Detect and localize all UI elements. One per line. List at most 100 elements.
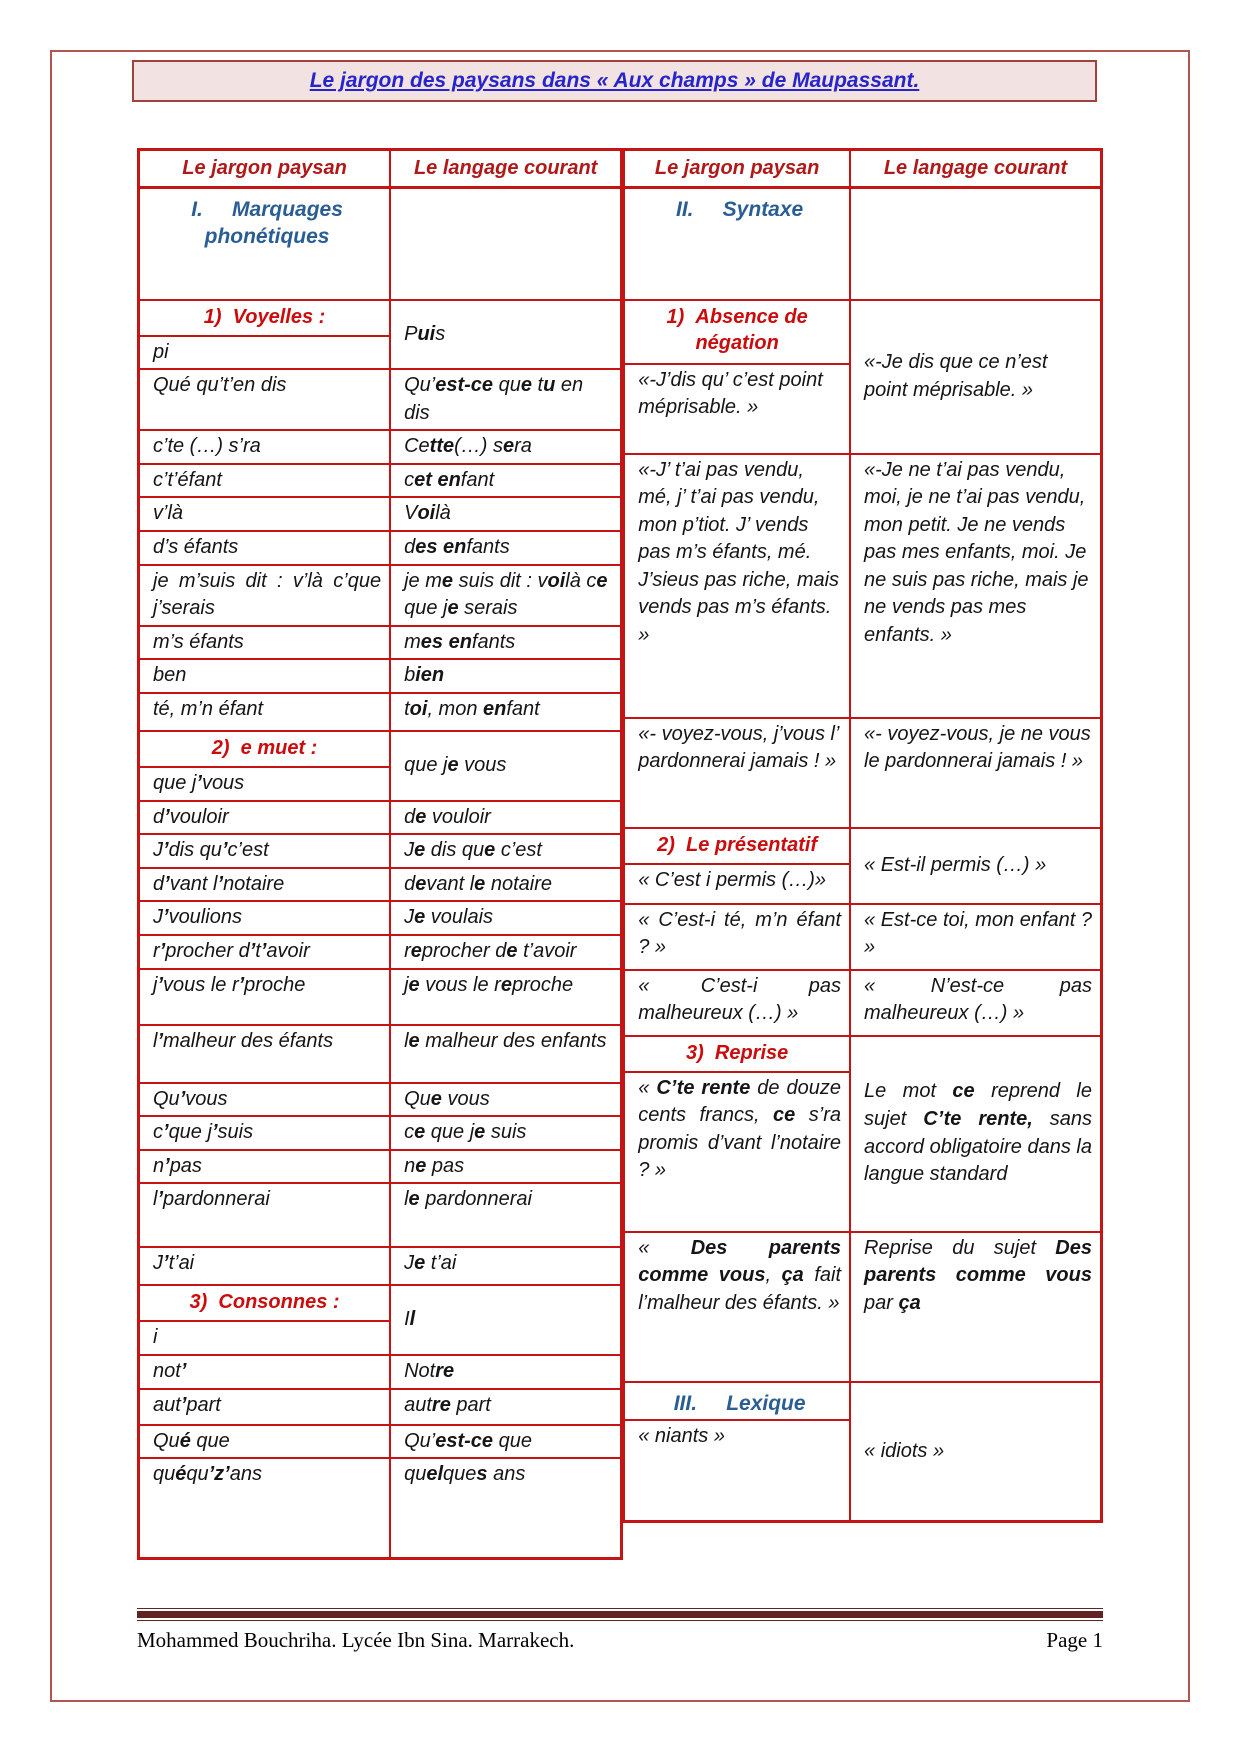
cell-courant: Voilà (389, 496, 623, 533)
cell-courant: «- voyez-vous, je ne vous le pardonnerai… (849, 716, 1103, 829)
table-row: 2) e muet : que je vous (137, 730, 623, 802)
cell-jargon: d’vant l’notaire (137, 866, 392, 903)
cell-courant: reprocher de t’avoir (389, 934, 623, 970)
cell-courant: Puis (389, 298, 623, 371)
table-row: c’que j’suis ce que je suis (137, 1115, 623, 1151)
footer-page-number: Page 1 (1046, 1628, 1103, 1652)
footer-rule-thin-top (137, 1608, 1103, 1609)
cell-jargon: « Des parents comme vous, ça fait l’malh… (623, 1230, 852, 1383)
cell-courant: Je dis que c’est (389, 833, 623, 869)
table-row: « C’est-i té, m’n éfant ? » « Est-ce toi,… (623, 902, 1103, 971)
footer-author: Mohammed Bouchriha. Lycée Ibn Sina. Marr… (137, 1628, 575, 1652)
cell-courant: «-Je ne t’ai pas vendu, moi, je ne t’ai … (849, 452, 1103, 719)
table-row: 2) Le présentatif « Est-il permis (…) » (623, 826, 1103, 905)
col-header-courant: Le langage courant (389, 148, 623, 189)
cell-jargon: c’t’éfant (137, 462, 392, 499)
cell-jargon: Qué que (137, 1423, 392, 1460)
section-absence-negation: 1) Absence de négation (623, 298, 852, 365)
footer-rule-thin-bottom (137, 1620, 1103, 1621)
table-row: quéqu’z’ans quelques ans (137, 1457, 623, 1560)
table-row: III. Lexique « idiots » (623, 1380, 1103, 1523)
table-row: « C’te rente de douze cents francs, ce s… (623, 1070, 1101, 1233)
cell-jargon: « C’est-i té, m’n éfant ? » (623, 902, 852, 971)
cell-courant: «-Je dis que ce n’est point méprisable. … (849, 298, 1103, 455)
cell-jargon: r’procher d’t’avoir (137, 934, 392, 970)
comparison-tables: Le jargon paysan Le langage courant I. Mar… (137, 148, 1103, 1560)
cell-courant: Il (389, 1284, 623, 1356)
table-row: « niants » (623, 1418, 1101, 1523)
cell-jargon: Qué qu’t’en dis (137, 368, 392, 432)
cell-courant: je vous le reproche (389, 967, 623, 1026)
table-row: c’t’éfant cet enfant (137, 462, 623, 499)
cell-jargon: aut’part (137, 1387, 392, 1426)
cell-jargon: «-J’dis qu’ c’est point méprisable. » (623, 362, 852, 455)
section-marquages-phonetiques: I. Marquages phonétiques (137, 186, 392, 301)
table-row: aut’part autre part (137, 1387, 623, 1426)
table-row: « C’est-i pas malheureux (…) » « N’est-ce… (623, 968, 1103, 1037)
table-row: v’là Voilà (137, 496, 623, 533)
cell-courant: Notre (389, 1353, 623, 1390)
empty-cell (389, 186, 623, 301)
table-row: n’pas ne pas (137, 1148, 623, 1185)
table-row: not’ Notre (137, 1353, 623, 1390)
table-row: d’vouloir de vouloir (137, 799, 623, 836)
table-row: pi (137, 334, 622, 371)
section-presentatif: 2) Le présentatif (623, 826, 852, 865)
cell-jargon: quéqu’z’ans (137, 1457, 392, 1560)
cell-jargon: J’t’ai (137, 1246, 392, 1287)
cell-jargon: ben (137, 658, 392, 695)
cell-jargon: Qu’vous (137, 1081, 392, 1118)
cell-courant: « idiots » (849, 1380, 1103, 1523)
table-row: « C’est i permis (…)» (623, 862, 1101, 905)
cell-jargon: c’te (…) s’ra (137, 429, 392, 465)
col-header-courant: Le langage courant (849, 148, 1103, 189)
cell-jargon: «-J’ t’ai pas vendu, mé, j’ t’ai pas ven… (623, 452, 852, 719)
table-row: «- voyez-vous, j’vous l’ pardonnerai jam… (623, 716, 1103, 829)
cell-courant: « Est-il permis (…) » (849, 826, 1103, 905)
cell-courant: « Est-ce toi, mon enfant ? » (849, 902, 1103, 971)
cell-courant: devant le notaire (389, 866, 623, 903)
table-row: J’t’ai Je t’ai (137, 1246, 623, 1287)
cell-courant: Le mot ce reprend le sujet C’te rente, s… (849, 1034, 1103, 1233)
table-row: i (137, 1320, 622, 1356)
cell-jargon: d’vouloir (137, 799, 392, 836)
cell-courant: Qu’est-ce que (389, 1423, 623, 1460)
table-row: Qu’vous Que vous (137, 1081, 623, 1118)
table-row: ben bien (137, 658, 623, 695)
col-header-jargon: Le jargon paysan (137, 148, 392, 189)
cell-courant: ne pas (389, 1148, 623, 1185)
cell-jargon: c’que j’suis (137, 1115, 392, 1151)
section-e-muet: 2) e muet : (137, 730, 392, 769)
empty-cell (849, 186, 1103, 301)
table-phonetique: Le jargon paysan Le langage courant I. Mar… (137, 148, 624, 1560)
page-title: Le jargon des paysans dans « Aux champs … (309, 69, 920, 92)
cell-jargon: J’voulions (137, 900, 392, 936)
cell-jargon: pi (137, 334, 392, 371)
table-row: 1) Voyelles : Puis (137, 298, 623, 371)
cell-jargon: «- voyez-vous, j’vous l’ pardonnerai jam… (623, 716, 852, 829)
table-row: j’vous le r’proche je vous le reproche (137, 967, 623, 1026)
table-row: l’malheur des éfants le malheur des enfan… (137, 1023, 623, 1084)
table-row: 3) Consonnes : Il (137, 1284, 623, 1356)
cell-jargon: té, m’n éfant (137, 692, 392, 733)
table-row: d’vant l’notaire devant le notaire (137, 866, 623, 903)
table-row: II. Syntaxe (623, 186, 1103, 301)
cell-courant: Reprise du sujet Des parents comme vous … (849, 1230, 1103, 1383)
cell-courant: je me suis dit : voilà ce que je serais (389, 563, 623, 627)
cell-courant: Qu’est-ce que tu en dis (389, 368, 623, 432)
cell-courant: ce que je suis (389, 1115, 623, 1151)
cell-courant: Cette(…) sera (389, 429, 623, 465)
page-border (50, 50, 1190, 1702)
table-row: que j’vous (137, 766, 622, 802)
cell-courant: le pardonnerai (389, 1182, 623, 1249)
section-syntaxe: II. Syntaxe (623, 186, 852, 301)
section-lexique: III. Lexique (623, 1380, 852, 1421)
table-row: r’procher d’t’avoir reprocher de t’avoir (137, 934, 623, 970)
cell-courant: cet enfant (389, 462, 623, 499)
table-row: Qué que Qu’est-ce que (137, 1423, 623, 1460)
cell-courant: que je vous (389, 730, 623, 802)
cell-jargon: v’là (137, 496, 392, 533)
table-row: « Des parents comme vous, ça fait l’malh… (623, 1230, 1103, 1383)
cell-jargon: que j’vous (137, 766, 392, 802)
